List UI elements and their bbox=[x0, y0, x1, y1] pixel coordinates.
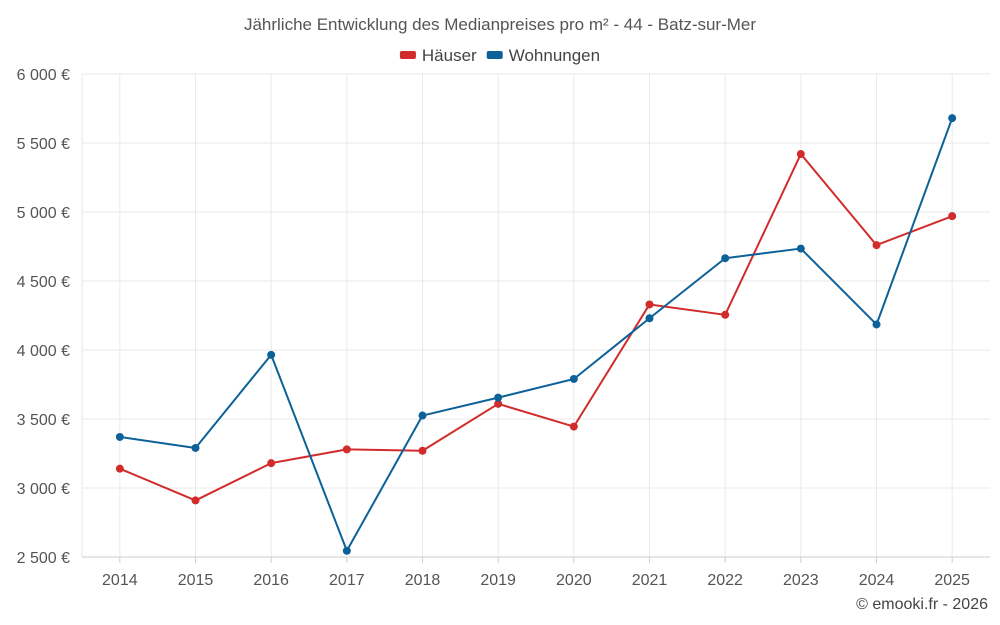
x-tick-label: 2024 bbox=[859, 572, 895, 589]
data-point[interactable] bbox=[115, 464, 124, 473]
data-point[interactable] bbox=[872, 241, 881, 250]
series-wohnungen bbox=[115, 114, 957, 555]
data-point[interactable] bbox=[267, 350, 276, 359]
legend-swatch bbox=[399, 51, 416, 59]
data-point[interactable] bbox=[418, 411, 427, 420]
y-tick-label: 6 000 € bbox=[17, 67, 70, 84]
y-tick-label: 4 500 € bbox=[17, 274, 70, 291]
y-tick-label: 2 500 € bbox=[17, 550, 70, 567]
y-tick-label: 3 500 € bbox=[17, 412, 70, 429]
legend-item-häuser[interactable]: Häuser bbox=[399, 46, 477, 65]
data-point[interactable] bbox=[191, 496, 200, 505]
x-tick-label: 2018 bbox=[405, 572, 441, 589]
x-tick-label: 2015 bbox=[178, 572, 214, 589]
x-tick-label: 2020 bbox=[556, 572, 592, 589]
data-point[interactable] bbox=[645, 314, 654, 323]
x-tick-label: 2022 bbox=[707, 572, 743, 589]
credit-text: © emooki.fr - 2026 bbox=[856, 596, 988, 613]
series-häuser bbox=[115, 150, 957, 505]
x-tick-label: 2025 bbox=[934, 572, 970, 589]
legend-label: Wohnungen bbox=[509, 46, 600, 65]
data-point[interactable] bbox=[569, 374, 578, 383]
series-line bbox=[119, 117, 954, 552]
data-point[interactable] bbox=[872, 320, 881, 329]
grid bbox=[81, 73, 990, 558]
data-point[interactable] bbox=[721, 254, 730, 263]
legend-item-wohnungen[interactable]: Wohnungen bbox=[486, 46, 600, 65]
x-tick-label: 2023 bbox=[783, 572, 819, 589]
data-point[interactable] bbox=[796, 150, 805, 159]
x-tick-label: 2014 bbox=[102, 572, 138, 589]
y-axis: 2 500 € 3 000 € 3 500 € 4 000 € 4 500 € 5 000… bbox=[17, 67, 70, 567]
data-point[interactable] bbox=[796, 244, 805, 253]
x-tick-label: 2021 bbox=[632, 572, 668, 589]
x-tick-label: 2019 bbox=[480, 572, 516, 589]
data-point[interactable] bbox=[645, 300, 654, 309]
data-point[interactable] bbox=[115, 432, 124, 441]
x-axis: 2014 2015 2016 2017 2018 2019 2020 2021 2022 2023… bbox=[102, 557, 970, 589]
chart-title: Jährliche Entwicklung des Medianpreises … bbox=[244, 15, 756, 34]
data-point[interactable] bbox=[342, 546, 351, 555]
x-tick-label: 2017 bbox=[329, 572, 365, 589]
data-point[interactable] bbox=[191, 443, 200, 452]
data-point[interactable] bbox=[948, 114, 957, 123]
y-tick-label: 5 000 € bbox=[17, 205, 70, 222]
data-point[interactable] bbox=[342, 445, 351, 454]
data-point[interactable] bbox=[721, 310, 730, 319]
series-line bbox=[119, 153, 953, 502]
legend-label: Häuser bbox=[422, 46, 477, 65]
series bbox=[115, 114, 957, 555]
data-point[interactable] bbox=[948, 212, 957, 221]
data-point[interactable] bbox=[569, 422, 578, 431]
y-tick-label: 3 000 € bbox=[17, 481, 70, 498]
y-tick-label: 5 500 € bbox=[17, 136, 70, 153]
legend: Häuser Wohnungen bbox=[399, 46, 600, 65]
legend-swatch bbox=[486, 51, 503, 59]
data-point[interactable] bbox=[494, 393, 503, 402]
data-point[interactable] bbox=[267, 459, 276, 468]
y-tick-label: 4 000 € bbox=[17, 343, 70, 360]
x-tick-label: 2016 bbox=[253, 572, 289, 589]
data-point[interactable] bbox=[494, 399, 503, 408]
data-point[interactable] bbox=[418, 446, 427, 455]
